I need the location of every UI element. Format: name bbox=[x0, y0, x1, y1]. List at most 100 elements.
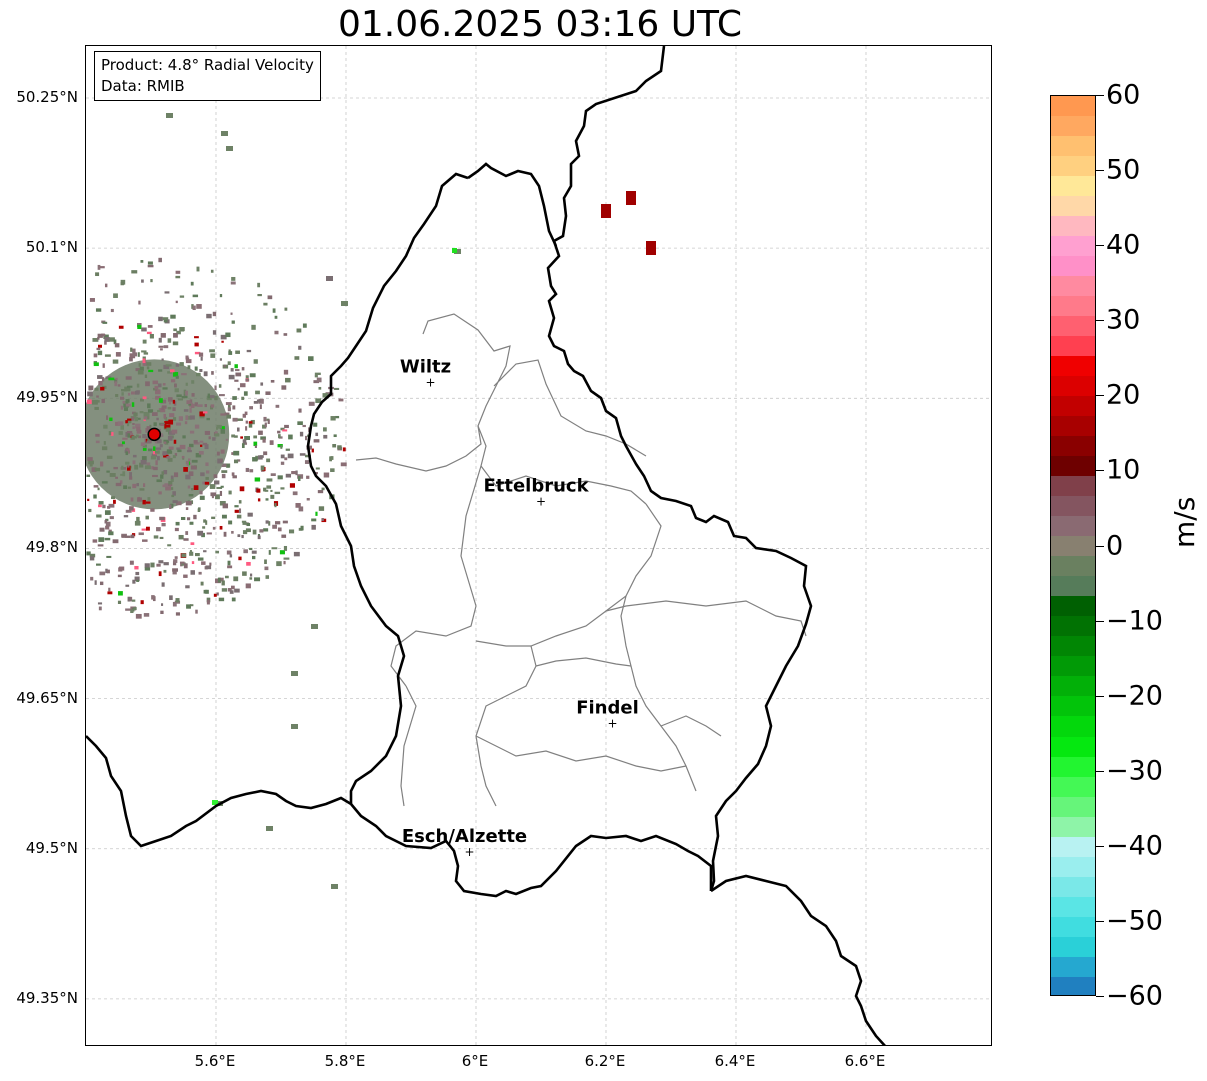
echo-pixel bbox=[311, 624, 318, 629]
echo-pixel bbox=[225, 575, 229, 579]
echo-pixel bbox=[304, 454, 311, 458]
echo-pixel bbox=[195, 372, 201, 377]
echo-pixel bbox=[186, 400, 191, 405]
echo-pixel bbox=[123, 485, 128, 489]
echo-pixel bbox=[130, 347, 133, 352]
echo-pixel bbox=[137, 417, 141, 420]
echo-pixel bbox=[188, 471, 194, 477]
echo-pixel bbox=[237, 387, 240, 391]
echo-pixel bbox=[144, 465, 151, 470]
echo-pixel bbox=[162, 387, 168, 390]
echo-pixel bbox=[245, 420, 248, 424]
echo-pixel bbox=[203, 589, 208, 594]
colorbar-tick-label: 50 bbox=[1106, 154, 1141, 186]
echo-pixel bbox=[131, 402, 135, 407]
echo-pixel bbox=[120, 425, 125, 430]
echo-pixel bbox=[165, 485, 171, 491]
echo-pixel bbox=[234, 509, 239, 513]
echo-pixel bbox=[132, 423, 135, 426]
echo-pixel bbox=[125, 451, 129, 456]
echo-pixel bbox=[282, 520, 288, 524]
echo-pixel bbox=[201, 561, 206, 565]
echo-pixel bbox=[238, 556, 242, 561]
echo-pixel bbox=[132, 483, 137, 489]
echo-pixel bbox=[175, 375, 179, 379]
echo-pixel bbox=[216, 424, 222, 429]
echo-pixel bbox=[139, 488, 145, 491]
echo-pixel bbox=[98, 501, 104, 505]
echo-pixel bbox=[182, 435, 186, 439]
echo-pixel bbox=[108, 377, 115, 381]
echo-pixel bbox=[240, 436, 244, 439]
echo-pixel bbox=[331, 884, 338, 889]
echo-pixel bbox=[263, 302, 268, 306]
echo-pixel bbox=[282, 429, 288, 432]
echo-pixel bbox=[167, 406, 172, 410]
echo-pixel bbox=[264, 566, 269, 571]
echo-pixel bbox=[279, 550, 285, 555]
echo-pixel bbox=[104, 537, 111, 541]
colorbar-tick-label: 60 bbox=[1106, 79, 1141, 111]
echo-pixel bbox=[202, 526, 206, 529]
echo-pixel bbox=[249, 469, 254, 473]
echo-pixel bbox=[280, 427, 285, 431]
echo-pixel bbox=[160, 348, 163, 351]
echo-pixel bbox=[203, 519, 207, 523]
echo-pixel bbox=[93, 485, 99, 488]
echo-pixel bbox=[257, 498, 261, 502]
echo-pixel bbox=[173, 472, 179, 478]
echo-pixel bbox=[231, 276, 236, 281]
echo-pixel bbox=[190, 281, 194, 286]
echo-pixel bbox=[97, 602, 103, 605]
echo-pixel bbox=[147, 497, 151, 501]
echo-pixel bbox=[204, 404, 207, 408]
echo-pixel bbox=[205, 476, 209, 480]
echo-pixel bbox=[140, 600, 144, 605]
canton-boundary bbox=[605, 600, 807, 637]
echo-pixel bbox=[128, 433, 134, 436]
echo-pixel bbox=[297, 476, 301, 482]
echo-pixel bbox=[146, 362, 152, 366]
echo-pixel bbox=[102, 504, 106, 509]
echo-pixel bbox=[191, 304, 194, 309]
lon-tick-label: 5.6°E bbox=[194, 1052, 236, 1070]
echo-pixel bbox=[162, 317, 169, 321]
echo-pixel bbox=[235, 350, 240, 354]
echo-pixel bbox=[137, 497, 142, 502]
colorbar-tick-label: −60 bbox=[1106, 980, 1163, 1012]
colorbar-segment bbox=[1051, 176, 1095, 197]
echo-pixel bbox=[161, 471, 164, 476]
echo-pixel bbox=[277, 444, 283, 448]
echo-pixel bbox=[311, 518, 317, 522]
echo-pixel bbox=[248, 421, 253, 424]
echo-pixel bbox=[211, 516, 216, 520]
echo-pixel bbox=[195, 453, 202, 458]
echo-pixel bbox=[246, 522, 251, 527]
echo-pixel bbox=[211, 495, 214, 499]
echo-pixel bbox=[112, 539, 119, 544]
echo-pixel bbox=[206, 532, 212, 535]
colorbar-segment bbox=[1051, 276, 1095, 297]
echo-pixel bbox=[237, 418, 243, 421]
echo-pixel bbox=[93, 362, 99, 367]
echo-pixel bbox=[109, 473, 116, 477]
echo-pixel bbox=[145, 501, 151, 504]
echo-pixel bbox=[234, 588, 240, 593]
map-panel[interactable]: + Wiltz + Ettelbruck + Findel + Esch/Alzette bbox=[85, 45, 992, 1046]
echo-pixel bbox=[272, 308, 276, 313]
echo-pixel bbox=[101, 377, 105, 382]
echo-pixel bbox=[176, 447, 181, 450]
echo-pixel bbox=[126, 465, 131, 471]
echo-pixel bbox=[227, 361, 231, 366]
echo-pixel bbox=[193, 440, 198, 444]
echo-pixel bbox=[142, 339, 147, 344]
echo-pixel bbox=[250, 419, 255, 425]
echo-pixel bbox=[200, 356, 203, 361]
colorbar-tick-label: 10 bbox=[1106, 454, 1141, 486]
colorbar-segment bbox=[1051, 116, 1095, 137]
echo-pixel bbox=[330, 468, 335, 472]
echo-pixel bbox=[142, 396, 147, 400]
echo-pixel bbox=[185, 390, 188, 396]
echo-pixel bbox=[173, 439, 177, 444]
echo-pixel bbox=[214, 431, 218, 436]
